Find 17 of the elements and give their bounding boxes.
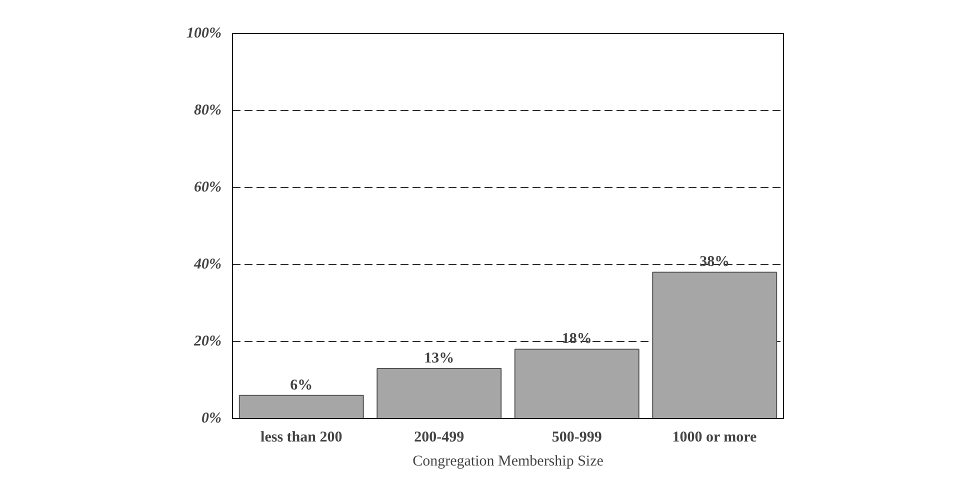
x-tick-label: 200-499 [414,430,464,446]
y-tick-label: 40% [193,256,222,272]
y-tick-label: 0% [202,410,222,426]
y-tick-label: 20% [193,334,222,350]
y-tick-label: 100% [186,26,222,42]
x-tick-label: 1000 or more [672,430,758,446]
bar [376,368,502,418]
bar [652,272,778,418]
y-tick-label: 60% [194,180,222,196]
data-label: 6% [290,377,313,394]
bar [514,348,640,418]
data-label: 13% [424,350,454,366]
x-tick-label: 500-999 [552,430,602,446]
bar [238,394,364,418]
y-tick-label: 80% [194,102,222,118]
x-tick-label: less than 200 [260,430,342,446]
x-axis-title: Congregation Membership Size [412,454,604,470]
